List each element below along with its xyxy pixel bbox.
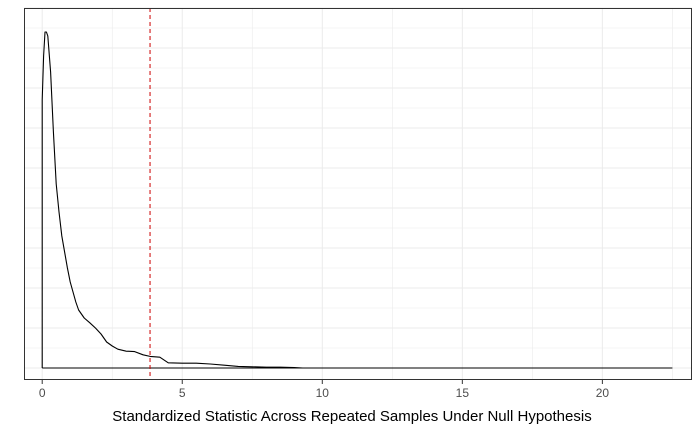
- x-tick-label: 5: [179, 386, 186, 400]
- density-curve: [41, 31, 303, 369]
- x-axis-ticks: 0 5 10 15 20: [39, 380, 610, 400]
- x-tick-label: 0: [39, 386, 46, 400]
- x-tick-label: 15: [456, 386, 470, 400]
- density-curve-layer: [41, 31, 673, 369]
- panel-border: [24, 8, 692, 380]
- x-tick-label: 10: [316, 386, 330, 400]
- x-tick-label: 20: [596, 386, 610, 400]
- grid-lines: [24, 7, 692, 380]
- x-axis-title: Standardized Statistic Across Repeated S…: [112, 408, 591, 425]
